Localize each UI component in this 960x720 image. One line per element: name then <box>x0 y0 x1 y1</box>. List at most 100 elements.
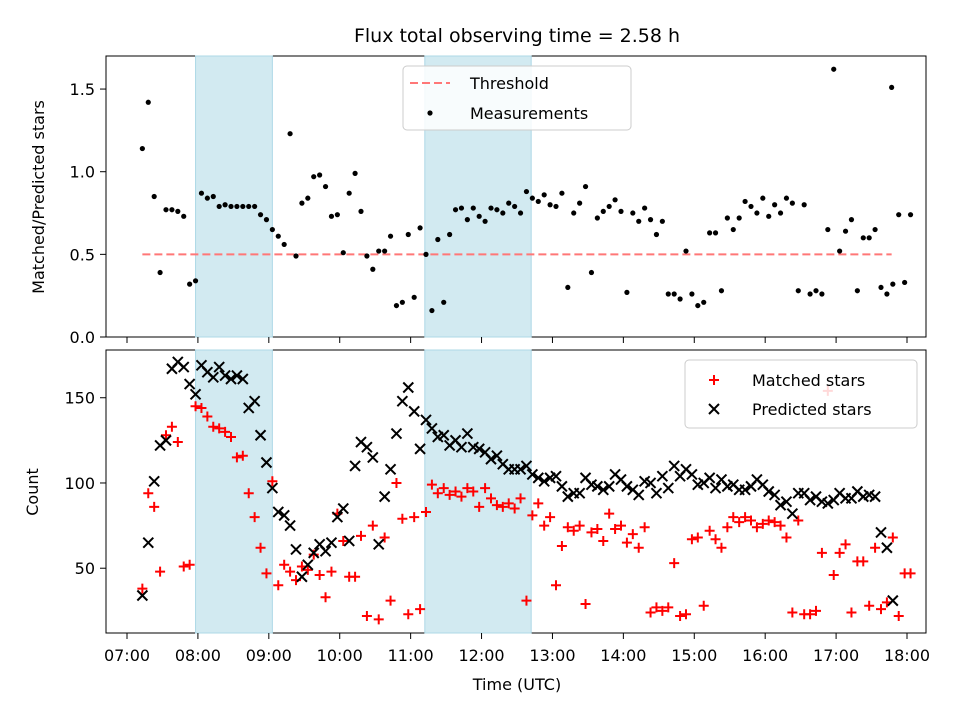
measurements-point <box>364 253 370 259</box>
matched-stars-point <box>220 426 231 437</box>
y-tick-label: 150 <box>64 389 95 408</box>
matched-stars-point <box>816 547 827 558</box>
legend-box <box>402 65 632 131</box>
matched-stars-point <box>421 506 431 517</box>
measurements-point <box>541 192 547 198</box>
measurements-point <box>907 212 914 218</box>
measurements-point <box>512 203 518 210</box>
matched-stars-point <box>870 542 881 553</box>
predicted-stars-point <box>308 547 320 559</box>
matched-stars-point <box>161 430 171 441</box>
matched-stars-point <box>486 493 496 504</box>
matched-stars-point <box>202 411 213 422</box>
predicted-stars-point <box>709 482 722 494</box>
predicted-stars-point <box>763 485 775 498</box>
matched-stars-point <box>468 486 479 497</box>
measurements-point <box>559 190 565 196</box>
legend-swatch-matched-stars <box>709 375 719 385</box>
measurements-point <box>322 183 329 190</box>
matched-stars-point <box>551 580 561 591</box>
matched-stars-point <box>373 614 384 625</box>
measurements-point <box>358 208 364 214</box>
matched-stars-point <box>692 532 703 543</box>
matched-stars-point <box>255 542 266 553</box>
predicted-stars-point <box>284 519 296 532</box>
predicted-stars-point <box>455 441 468 453</box>
measurements-point <box>606 203 612 210</box>
measurements-point <box>795 288 801 294</box>
x-tick-label: 17:00 <box>813 646 859 665</box>
measurements-point <box>464 217 470 223</box>
measurements-point <box>139 145 145 152</box>
measurements-point <box>801 202 807 208</box>
measurements-point <box>246 203 252 210</box>
predicted-stars-point <box>633 489 645 501</box>
matched-stars-point <box>669 558 680 569</box>
measurements-point <box>488 205 494 211</box>
matched-stars-point <box>326 566 337 577</box>
matched-stars-point <box>787 607 798 618</box>
measurements-point <box>387 233 394 239</box>
predicted-stars-point <box>337 502 349 515</box>
predicted-stars-point <box>296 571 308 583</box>
measurements-point <box>630 210 636 216</box>
measurements-point <box>600 208 606 214</box>
legend-swatch-measurements <box>427 110 433 116</box>
measurements-point <box>766 213 772 219</box>
predicted-stars-point <box>461 427 474 440</box>
measurements-point <box>837 248 843 254</box>
x-tick-label: 08:00 <box>175 646 221 665</box>
measurements-point <box>447 231 453 238</box>
matched-stars-point <box>456 491 467 502</box>
matched-stars-point <box>562 522 573 533</box>
measurements-point <box>476 213 482 219</box>
x-tick-label: 07:00 <box>104 646 150 665</box>
y-tick-label: 0.5 <box>70 245 95 264</box>
predicted-stars-point <box>408 405 420 418</box>
measurements-point <box>275 233 281 239</box>
measurements-point <box>848 217 855 223</box>
matched-stars-point <box>308 549 319 560</box>
measurements-point <box>417 225 423 231</box>
predicted-stars-point <box>402 381 414 394</box>
predicted-stars-point <box>556 480 568 493</box>
y-tick-label: 50 <box>75 559 95 578</box>
measurements-point <box>352 170 358 176</box>
measurements-point <box>783 195 790 201</box>
predicted-stars-point <box>485 453 497 465</box>
measurements-point <box>582 183 589 190</box>
matched-stars-point <box>208 421 219 432</box>
matched-stars-point <box>746 515 756 526</box>
measurements-point <box>825 226 831 233</box>
measurements-point <box>328 213 335 219</box>
matched-stars-point <box>237 450 248 461</box>
measurements-point <box>884 291 890 297</box>
matched-stars-point <box>675 610 686 621</box>
measurements-point <box>677 296 683 302</box>
matched-stars-point <box>149 501 160 512</box>
matched-stars-point <box>545 512 556 523</box>
matched-stars-point <box>828 570 839 581</box>
matched-stars-point <box>539 520 550 531</box>
legend-label-threshold: Threshold <box>469 74 549 93</box>
matched-stars-point <box>350 571 361 582</box>
matched-stars-point <box>663 602 674 613</box>
chart-title: Flux total observing time = 2.58 h <box>354 25 680 47</box>
matched-stars-point <box>616 520 626 531</box>
matched-stars-point <box>155 566 166 577</box>
matched-stars-point <box>893 610 904 621</box>
predicted-stars-point <box>774 499 787 511</box>
measurements-point <box>198 190 205 196</box>
measurements-point <box>671 291 677 297</box>
measurements-point <box>293 253 299 259</box>
matched-stars-point <box>521 595 532 606</box>
matched-stars-point <box>338 535 349 546</box>
matched-stars-point <box>261 568 272 579</box>
measurements-point <box>807 291 813 297</box>
measurements-point <box>577 200 583 206</box>
measurements-point <box>653 231 660 238</box>
y-tick-label: 100 <box>64 474 95 493</box>
measurements-point <box>506 200 512 206</box>
measurements-point <box>748 203 754 210</box>
